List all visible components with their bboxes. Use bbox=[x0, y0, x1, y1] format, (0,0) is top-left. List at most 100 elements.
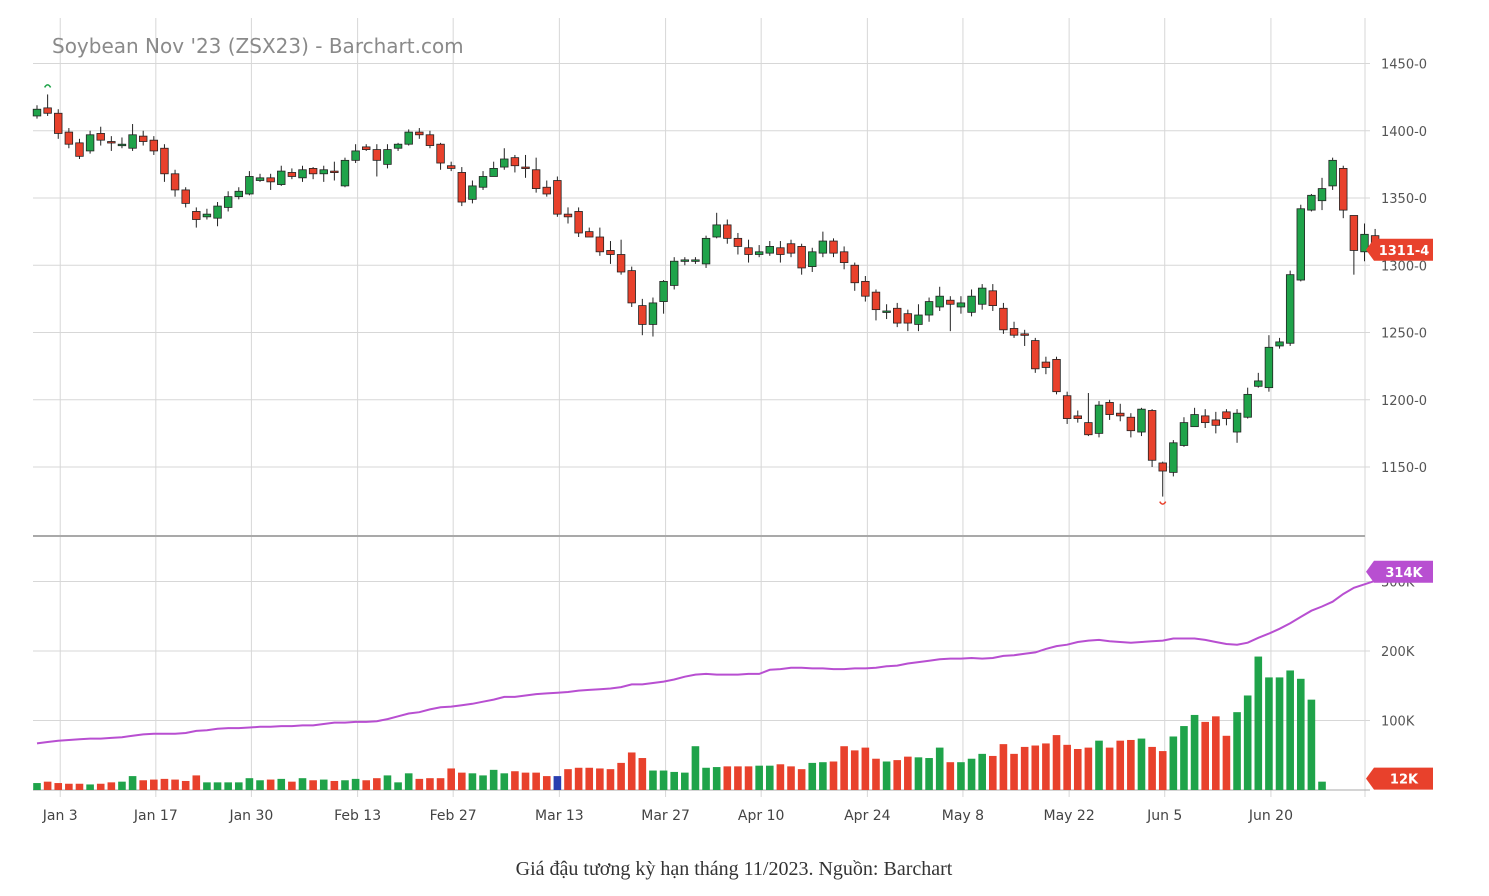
volume-bar bbox=[617, 762, 625, 790]
candle bbox=[1179, 417, 1189, 447]
volume-bar bbox=[1243, 695, 1252, 790]
candle bbox=[213, 202, 222, 227]
candle-body bbox=[1190, 414, 1199, 428]
candle-body bbox=[1201, 415, 1210, 424]
candle-body bbox=[1360, 233, 1369, 253]
candle-body bbox=[691, 259, 700, 262]
volume-bar bbox=[532, 772, 540, 790]
candle-body bbox=[776, 247, 785, 255]
figure-caption: Giá đậu tương kỳ hạn tháng 11/2023. Nguồ… bbox=[515, 858, 953, 880]
x-tick-label: Apr 24 bbox=[844, 808, 891, 824]
candle bbox=[1041, 356, 1051, 375]
candle-body bbox=[96, 133, 105, 141]
candle bbox=[54, 109, 63, 139]
volume-bar bbox=[904, 756, 912, 790]
candle bbox=[340, 157, 350, 188]
candle bbox=[1094, 401, 1104, 438]
candle-body bbox=[1339, 168, 1348, 211]
volume-bar bbox=[765, 765, 774, 790]
candle-body bbox=[436, 143, 445, 164]
candle bbox=[75, 138, 84, 159]
volume-bar bbox=[362, 780, 371, 790]
candle-body bbox=[797, 246, 806, 269]
candle-body bbox=[818, 240, 828, 254]
candle bbox=[935, 286, 944, 311]
volume-bar bbox=[277, 778, 286, 790]
candle bbox=[43, 94, 52, 116]
candle-body bbox=[43, 107, 52, 114]
candle bbox=[255, 173, 265, 182]
volume-bar bbox=[489, 769, 498, 790]
volume-bar bbox=[288, 781, 296, 790]
volume-bar bbox=[415, 778, 424, 790]
candle bbox=[1296, 204, 1305, 282]
candle-body bbox=[478, 176, 488, 188]
candle bbox=[1052, 356, 1061, 395]
candle bbox=[468, 180, 477, 204]
candle-body bbox=[1243, 393, 1252, 418]
volume-bar bbox=[1233, 712, 1241, 790]
candle bbox=[1031, 337, 1040, 373]
high-low-markers bbox=[43, 84, 1167, 505]
candle bbox=[319, 165, 328, 182]
candle-body bbox=[107, 141, 116, 144]
volume-bar bbox=[43, 781, 52, 790]
candle-body bbox=[500, 158, 509, 168]
candle bbox=[999, 302, 1008, 334]
candle bbox=[1084, 393, 1093, 437]
candle bbox=[107, 136, 116, 151]
candle bbox=[786, 239, 796, 258]
volume-bar bbox=[351, 778, 360, 790]
candle bbox=[1169, 440, 1178, 477]
candle bbox=[712, 212, 721, 239]
candle bbox=[521, 154, 530, 178]
volume-bar bbox=[819, 762, 827, 790]
x-tick-label: Feb 13 bbox=[334, 808, 381, 824]
volume-bar bbox=[139, 780, 147, 790]
candle-body bbox=[372, 149, 382, 161]
volume-bar bbox=[203, 782, 211, 790]
candle-body bbox=[786, 243, 796, 254]
volume-bar bbox=[691, 746, 700, 790]
candle bbox=[818, 231, 828, 258]
volume-bar bbox=[1169, 736, 1178, 790]
candle bbox=[765, 241, 774, 256]
candle-body bbox=[765, 246, 774, 254]
candle bbox=[1211, 411, 1221, 434]
candle-body bbox=[117, 143, 127, 147]
candle-body bbox=[277, 170, 286, 185]
candle bbox=[149, 136, 159, 155]
chart-title: Soybean Nov '23 (ZSX23) - Barchart.com bbox=[52, 34, 464, 58]
volume-bar bbox=[914, 757, 923, 790]
candle bbox=[245, 171, 254, 196]
price-tick-label: 1250-0 bbox=[1381, 327, 1427, 342]
candle bbox=[404, 129, 413, 146]
volume-bar bbox=[213, 782, 222, 790]
volume-bar bbox=[394, 782, 402, 790]
candle-body bbox=[128, 134, 137, 149]
candle bbox=[850, 262, 859, 291]
volume-bar bbox=[723, 766, 732, 790]
volume-bar bbox=[436, 778, 445, 790]
volume-bar bbox=[266, 779, 275, 790]
volume-bar bbox=[585, 767, 594, 790]
candle-body bbox=[383, 149, 392, 165]
volume-tag-background bbox=[1366, 767, 1433, 790]
volume-bar bbox=[86, 784, 94, 790]
volume-bar bbox=[234, 782, 243, 790]
open-interest-tag-text: 314K bbox=[1385, 566, 1423, 581]
candle bbox=[170, 169, 180, 197]
open-interest-tag: 314K bbox=[1366, 560, 1433, 583]
volume-bar bbox=[118, 781, 126, 790]
candle-body bbox=[1264, 346, 1274, 389]
volume-bar bbox=[574, 767, 583, 790]
volume-bar bbox=[553, 776, 562, 790]
candle bbox=[924, 297, 934, 322]
volume-bar bbox=[1190, 714, 1199, 790]
candle-body bbox=[138, 135, 148, 142]
candle-body bbox=[202, 213, 212, 218]
candle bbox=[266, 173, 275, 190]
volume-bar bbox=[681, 772, 689, 790]
volume-bar bbox=[1042, 743, 1050, 790]
volume-bar bbox=[702, 767, 710, 790]
